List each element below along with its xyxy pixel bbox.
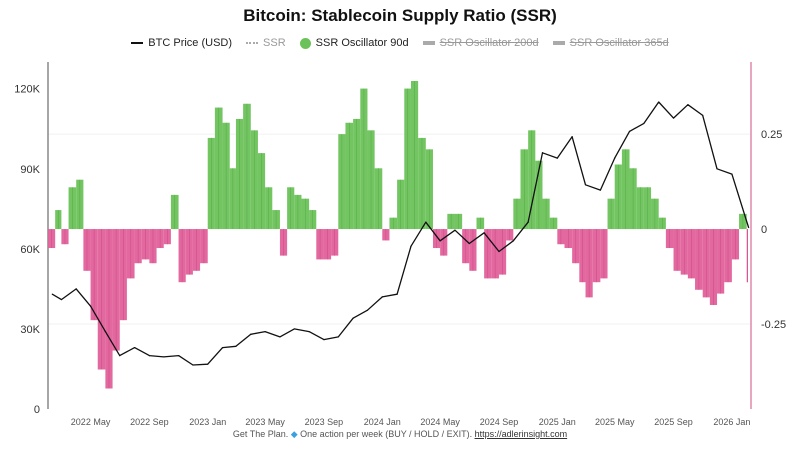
x-tick-label: 2023 Jan xyxy=(189,417,226,427)
x-tick-label: 2026 Jan xyxy=(713,417,750,427)
btc-price-point xyxy=(119,355,121,357)
btc-price-point xyxy=(250,333,252,335)
btc-price-point xyxy=(614,157,616,159)
btc-price-point xyxy=(396,293,398,295)
btc-price-point xyxy=(687,104,689,106)
btc-price-point xyxy=(628,130,631,132)
x-tick-label: 2025 May xyxy=(595,417,635,427)
btc-price-point xyxy=(60,298,62,301)
btc-price-point xyxy=(308,330,310,333)
btc-price-point xyxy=(643,122,645,124)
btc-price-point xyxy=(541,152,544,154)
btc-price-point xyxy=(702,114,704,116)
x-tick-label: 2023 Sep xyxy=(305,417,344,427)
btc-price-point xyxy=(439,240,441,242)
btc-price-point xyxy=(207,363,209,365)
btc-price-point xyxy=(381,296,383,298)
left-tick-label: 60K xyxy=(20,244,40,256)
website-link[interactable]: https://adlerinsight.com xyxy=(474,429,568,439)
btc-price-point xyxy=(599,189,601,191)
btc-price-point xyxy=(264,330,266,333)
x-tick-label: 2022 Sep xyxy=(130,417,169,427)
hidden-series-swatch-icon xyxy=(552,41,565,45)
x-tick-label: 2025 Sep xyxy=(654,417,693,427)
btc-price-point xyxy=(658,101,660,103)
btc-price-point xyxy=(323,339,325,341)
btc-price-point xyxy=(425,221,427,223)
chart-title: Bitcoin: Stablecoin Supply Ratio (SSR) xyxy=(243,6,557,25)
x-tick-label: 2025 Jan xyxy=(539,417,576,427)
right-tick-label: -0.25 xyxy=(761,319,786,331)
btc-price-point xyxy=(454,229,456,231)
btc-price-point xyxy=(293,328,295,330)
btc-price-point xyxy=(366,309,369,311)
btc-price-point xyxy=(571,136,573,138)
legend: BTC Price (USD) SSR SSR Oscillator 90d S… xyxy=(0,37,800,49)
left-tick-label: 0 xyxy=(34,404,40,416)
btc-price-point xyxy=(527,221,529,223)
green-circle-swatch-icon xyxy=(299,37,311,49)
x-tick-label: 2024 Jan xyxy=(364,417,401,427)
legend-item-ssr[interactable]: SSR xyxy=(246,37,286,49)
x-tick-label: 2024 Sep xyxy=(480,417,519,427)
btc-price-point xyxy=(748,226,750,229)
btc-price-point xyxy=(177,355,180,357)
btc-price-point xyxy=(192,364,194,366)
left-tick-label: 90K xyxy=(20,164,40,176)
btc-price-point xyxy=(584,184,587,186)
btc-price-point xyxy=(483,232,485,234)
btc-price-point xyxy=(410,245,412,247)
left-tick-label: 30K xyxy=(20,324,40,336)
btc-price-point xyxy=(75,288,77,290)
footer: Get The Plan. ◆ One action per week (BUY… xyxy=(232,429,568,439)
btc-price-point xyxy=(716,168,718,170)
btc-price-point xyxy=(731,173,733,175)
btc-price-point xyxy=(468,242,470,245)
right-tick-label: 0 xyxy=(761,224,767,236)
hidden-series-swatch-icon xyxy=(422,41,435,45)
btc-price-point xyxy=(163,356,165,358)
btc-price-point xyxy=(133,347,136,349)
btc-price-point xyxy=(104,330,106,333)
legend-item-ssr-osc-365d[interactable]: SSR Oscillator 365d xyxy=(552,37,669,49)
legend-item-ssr-osc-200d[interactable]: SSR Oscillator 200d xyxy=(422,37,539,49)
x-tick-label: 2022 May xyxy=(71,417,111,427)
x-tick-label: 2024 May xyxy=(420,417,460,427)
dotted-line-swatch-icon xyxy=(246,42,259,44)
legend-item-ssr-osc-90d[interactable]: SSR Oscillator 90d xyxy=(299,37,409,49)
left-tick-label: 120K xyxy=(14,84,40,96)
btc-price-point xyxy=(221,347,224,349)
btc-price-point xyxy=(556,157,558,159)
gem-icon: ◆ xyxy=(290,429,298,439)
btc-price-point xyxy=(279,336,281,338)
btc-price-point xyxy=(148,355,150,357)
btc-price-point xyxy=(235,345,237,347)
btc-price-point xyxy=(337,336,339,338)
btc-price-point xyxy=(512,240,514,242)
right-tick-label: 0.25 xyxy=(761,129,782,141)
btc-price-point xyxy=(498,250,500,253)
legend-item-btc-price[interactable]: BTC Price (USD) xyxy=(131,37,232,49)
btc-price-point xyxy=(672,117,675,119)
btc-price-point xyxy=(352,317,354,319)
btc-price-point xyxy=(89,305,92,307)
x-tick-label: 2023 May xyxy=(245,417,285,427)
btc-price-point xyxy=(51,293,53,295)
line-swatch-icon xyxy=(131,42,144,44)
